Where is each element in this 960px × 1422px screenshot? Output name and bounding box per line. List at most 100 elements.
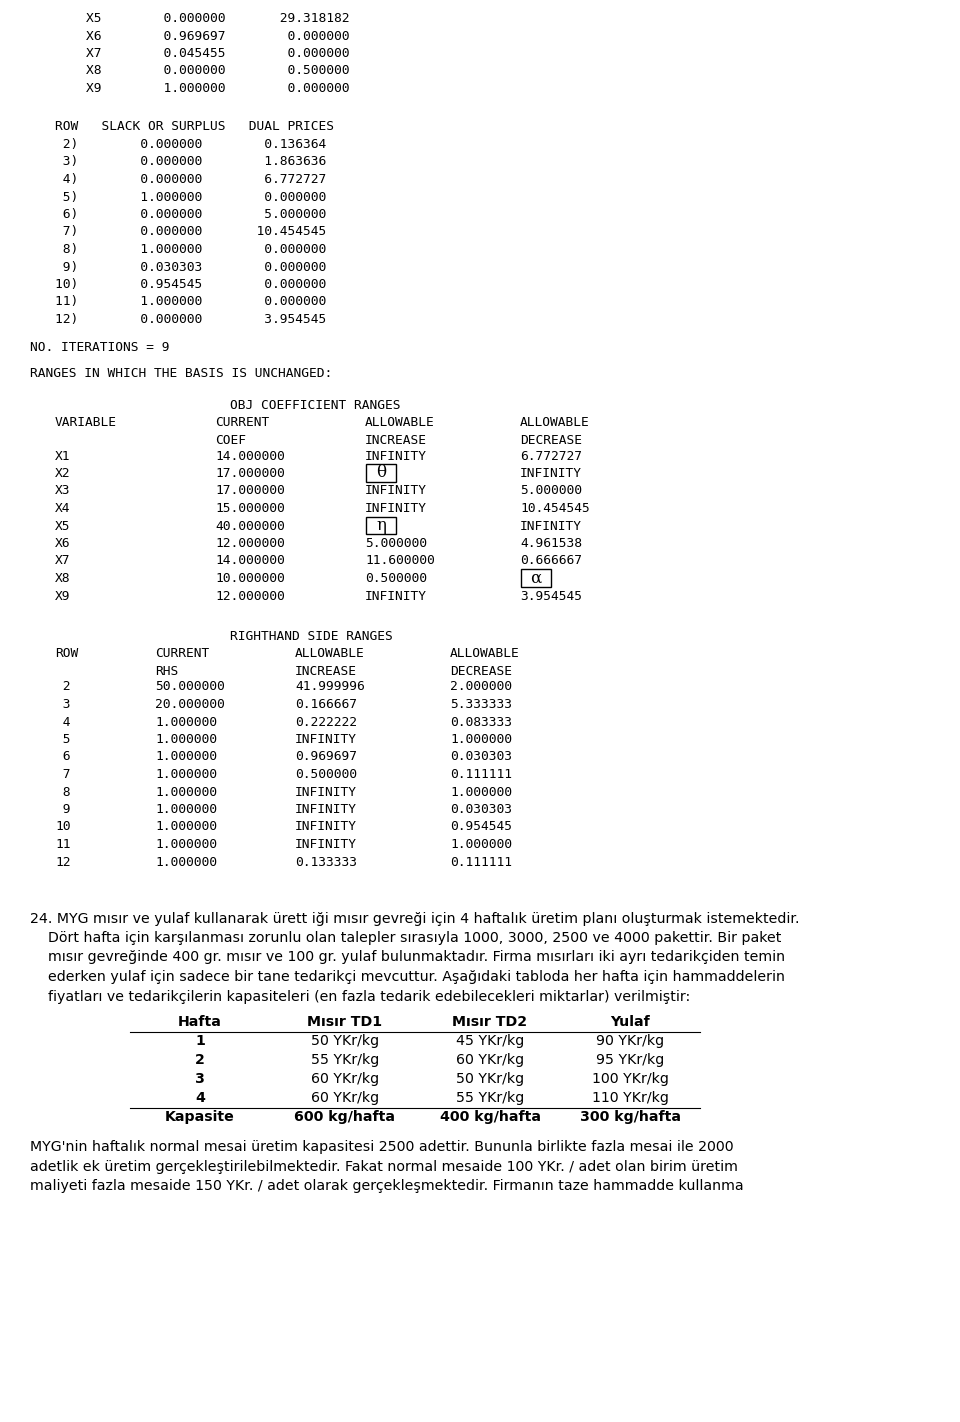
- Text: Kapasite: Kapasite: [165, 1111, 235, 1123]
- Text: 60 YKr/kg: 60 YKr/kg: [311, 1072, 379, 1086]
- Text: θ: θ: [376, 464, 386, 481]
- Text: 4.961538: 4.961538: [520, 538, 582, 550]
- Text: X8        0.000000        0.500000: X8 0.000000 0.500000: [55, 64, 349, 78]
- Text: INFINITY: INFINITY: [295, 820, 357, 833]
- Text: 1.000000: 1.000000: [450, 732, 512, 747]
- Text: 45 YKr/kg: 45 YKr/kg: [456, 1034, 524, 1048]
- Text: 17.000000: 17.000000: [215, 466, 285, 481]
- Text: X8: X8: [55, 572, 70, 584]
- Text: 12.000000: 12.000000: [215, 590, 285, 603]
- FancyBboxPatch shape: [366, 516, 396, 535]
- Text: 100 YKr/kg: 100 YKr/kg: [591, 1072, 668, 1086]
- Text: 5.333333: 5.333333: [450, 698, 512, 711]
- Text: 8)        1.000000        0.000000: 8) 1.000000 0.000000: [55, 243, 326, 256]
- Text: 41.999996: 41.999996: [295, 681, 365, 694]
- Text: 11.600000: 11.600000: [365, 555, 435, 567]
- Text: INFINITY: INFINITY: [520, 519, 582, 532]
- Text: 1: 1: [195, 1034, 204, 1048]
- Text: ederken yulaf için sadece bir tane tedarikçi mevcuttur. Aşağıdaki tabloda her ha: ederken yulaf için sadece bir tane tedar…: [30, 970, 785, 984]
- Text: RHS: RHS: [155, 664, 179, 678]
- Text: 55 YKr/kg: 55 YKr/kg: [311, 1054, 379, 1066]
- Text: RIGHTHAND SIDE RANGES: RIGHTHAND SIDE RANGES: [230, 630, 393, 643]
- Text: 1.000000: 1.000000: [155, 732, 217, 747]
- Text: 4)        0.000000        6.772727: 4) 0.000000 6.772727: [55, 173, 326, 186]
- Text: 4: 4: [195, 1091, 204, 1105]
- Text: 3.954545: 3.954545: [520, 590, 582, 603]
- Text: 3: 3: [195, 1072, 204, 1086]
- Text: INFINITY: INFINITY: [295, 803, 357, 816]
- Text: 5)        1.000000        0.000000: 5) 1.000000 0.000000: [55, 191, 326, 203]
- Text: DECREASE: DECREASE: [450, 664, 512, 678]
- Text: 2: 2: [55, 681, 70, 694]
- Text: 14.000000: 14.000000: [215, 449, 285, 462]
- Text: 5: 5: [55, 732, 70, 747]
- Text: X3: X3: [55, 485, 70, 498]
- Text: 9)        0.030303        0.000000: 9) 0.030303 0.000000: [55, 260, 326, 273]
- Text: maliyeti fazla mesaide 150 YKr. / adet olarak gerçekleşmektedir. Firmanın taze h: maliyeti fazla mesaide 150 YKr. / adet o…: [30, 1179, 744, 1193]
- Text: OBJ COEFFICIENT RANGES: OBJ COEFFICIENT RANGES: [230, 398, 400, 412]
- Text: 50 YKr/kg: 50 YKr/kg: [456, 1072, 524, 1086]
- FancyBboxPatch shape: [366, 464, 396, 482]
- Text: 0.083333: 0.083333: [450, 715, 512, 728]
- Text: INCREASE: INCREASE: [365, 434, 427, 447]
- Text: 90 YKr/kg: 90 YKr/kg: [596, 1034, 664, 1048]
- Text: ROW   SLACK OR SURPLUS   DUAL PRICES: ROW SLACK OR SURPLUS DUAL PRICES: [55, 121, 334, 134]
- Text: ALLOWABLE: ALLOWABLE: [365, 417, 435, 429]
- Text: 0.222222: 0.222222: [295, 715, 357, 728]
- Text: fiyatları ve tedarikçilerin kapasiteleri (en fazla tedarik edebilecekleri miktar: fiyatları ve tedarikçilerin kapasiteleri…: [30, 990, 690, 1004]
- Text: 1.000000: 1.000000: [155, 820, 217, 833]
- Text: INFINITY: INFINITY: [295, 838, 357, 850]
- Text: 3: 3: [55, 698, 70, 711]
- Text: 0.030303: 0.030303: [450, 751, 512, 764]
- Text: DECREASE: DECREASE: [520, 434, 582, 447]
- Text: INFINITY: INFINITY: [365, 502, 427, 515]
- Text: 400 kg/hafta: 400 kg/hafta: [440, 1111, 540, 1123]
- Text: CURRENT: CURRENT: [155, 647, 209, 660]
- Text: mısır gevreğinde 400 gr. mısır ve 100 gr. yulaf bulunmaktadır. Firma mısırları i: mısır gevreğinde 400 gr. mısır ve 100 gr…: [30, 950, 785, 964]
- Text: ALLOWABLE: ALLOWABLE: [520, 417, 589, 429]
- Text: adetlik ek üretim gerçekleştirilebilmektedir. Fakat normal mesaide 100 YKr. / ad: adetlik ek üretim gerçekleştirilebilmekt…: [30, 1159, 738, 1173]
- Text: 1.000000: 1.000000: [450, 785, 512, 799]
- Text: 3)        0.000000        1.863636: 3) 0.000000 1.863636: [55, 155, 326, 168]
- Text: 11: 11: [55, 838, 70, 850]
- Text: MYG'nin haftalık normal mesai üretim kapasitesi 2500 adettir. Bununla birlikte f: MYG'nin haftalık normal mesai üretim kap…: [30, 1140, 733, 1155]
- Text: 5.000000: 5.000000: [365, 538, 427, 550]
- Text: X6: X6: [55, 538, 70, 550]
- Text: 10.000000: 10.000000: [215, 572, 285, 584]
- Text: 40.000000: 40.000000: [215, 519, 285, 532]
- Text: INFINITY: INFINITY: [520, 466, 582, 481]
- Text: 0.111111: 0.111111: [450, 768, 512, 781]
- Text: 17.000000: 17.000000: [215, 485, 285, 498]
- Text: Mısır TD2: Mısır TD2: [452, 1015, 528, 1030]
- Text: INFINITY: INFINITY: [295, 732, 357, 747]
- Text: X6        0.969697        0.000000: X6 0.969697 0.000000: [55, 30, 349, 43]
- Text: RANGES IN WHICH THE BASIS IS UNCHANGED:: RANGES IN WHICH THE BASIS IS UNCHANGED:: [30, 367, 332, 380]
- Text: 0.111111: 0.111111: [450, 856, 512, 869]
- Text: X7: X7: [55, 555, 70, 567]
- Text: X5        0.000000       29.318182: X5 0.000000 29.318182: [55, 11, 349, 26]
- Text: INFINITY: INFINITY: [365, 485, 427, 498]
- Text: 15.000000: 15.000000: [215, 502, 285, 515]
- Text: 60 YKr/kg: 60 YKr/kg: [456, 1054, 524, 1066]
- Text: X7        0.045455        0.000000: X7 0.045455 0.000000: [55, 47, 349, 60]
- Text: 600 kg/hafta: 600 kg/hafta: [295, 1111, 396, 1123]
- Text: 0.030303: 0.030303: [450, 803, 512, 816]
- Text: X9: X9: [55, 590, 70, 603]
- Text: INFINITY: INFINITY: [365, 590, 427, 603]
- Text: 11)        1.000000        0.000000: 11) 1.000000 0.000000: [55, 296, 326, 309]
- Text: 95 YKr/kg: 95 YKr/kg: [596, 1054, 664, 1066]
- Text: Mısır TD1: Mısır TD1: [307, 1015, 383, 1030]
- Text: 10)        0.954545        0.000000: 10) 0.954545 0.000000: [55, 277, 326, 292]
- Text: VARIABLE: VARIABLE: [55, 417, 117, 429]
- Text: 1.000000: 1.000000: [450, 838, 512, 850]
- Text: 1.000000: 1.000000: [155, 803, 217, 816]
- Text: ALLOWABLE: ALLOWABLE: [450, 647, 519, 660]
- Text: 1.000000: 1.000000: [155, 838, 217, 850]
- Text: 24. MYG mısır ve yulaf kullanarak ürett iği mısır gevreği için 4 haftalık üretim: 24. MYG mısır ve yulaf kullanarak ürett …: [30, 912, 800, 926]
- Text: 0.500000: 0.500000: [365, 572, 427, 584]
- FancyBboxPatch shape: [521, 569, 551, 586]
- Text: 8: 8: [55, 785, 70, 799]
- Text: 1.000000: 1.000000: [155, 751, 217, 764]
- Text: 0.500000: 0.500000: [295, 768, 357, 781]
- Text: 6.772727: 6.772727: [520, 449, 582, 462]
